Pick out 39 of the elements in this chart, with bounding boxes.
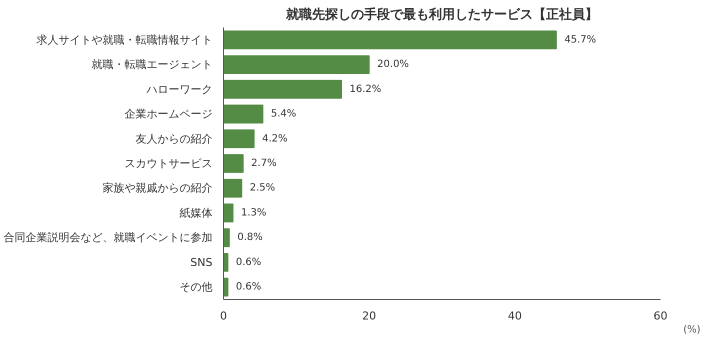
data-label: 16.2% [349, 84, 382, 95]
bar [224, 80, 342, 99]
y-tick-label: 求人サイトや就職・転職情報サイト [36, 33, 212, 46]
data-label: 0.8% [237, 232, 263, 244]
x-tick-label: 0 [220, 310, 227, 322]
bar [224, 30, 557, 50]
chart-title: 就職先探しの手段で最も利用したサービス【正社員】 [285, 6, 598, 22]
data-label: 4.2% [262, 133, 288, 144]
x-tick-label: 20 [362, 310, 376, 322]
data-label: 5.4% [270, 108, 296, 120]
y-tick-label: 合同企業説明会など、就職イベントに参加 [4, 231, 212, 244]
data-label: 20.0% [377, 59, 409, 70]
bar [224, 253, 228, 272]
bar [224, 178, 242, 198]
y-tick-label: SNS [190, 256, 213, 269]
data-label: 1.3% [240, 207, 266, 218]
bar [224, 204, 234, 222]
x-tick-label: 40 [508, 310, 522, 322]
y-tick-label: その他 [180, 280, 212, 294]
bar [224, 55, 370, 74]
x-tick-label: 60 [654, 310, 668, 322]
y-tick-label: 就職・転職エージェント [92, 58, 212, 72]
y-tick-label: 友人からの紹介 [136, 132, 212, 146]
bar [224, 129, 255, 148]
y-tick-label: ハローワーク [146, 82, 212, 96]
data-label: 2.7% [251, 158, 277, 169]
x-axis-title: (%) [683, 324, 701, 336]
bar [224, 104, 264, 124]
y-tick-label: スカウトサービス [124, 157, 212, 170]
y-tick-label: 企業ホームページ [124, 108, 212, 121]
data-label: 0.6% [236, 256, 262, 268]
y-tick-label: 紙媒体 [180, 206, 212, 220]
bar [224, 278, 228, 297]
bar [224, 228, 230, 248]
data-label: 2.5% [250, 182, 276, 194]
data-label: 0.6% [236, 282, 262, 293]
y-tick-label: 家族や親戚からの紹介 [102, 182, 212, 195]
bar [224, 154, 244, 173]
data-label: 45.7% [564, 34, 596, 46]
